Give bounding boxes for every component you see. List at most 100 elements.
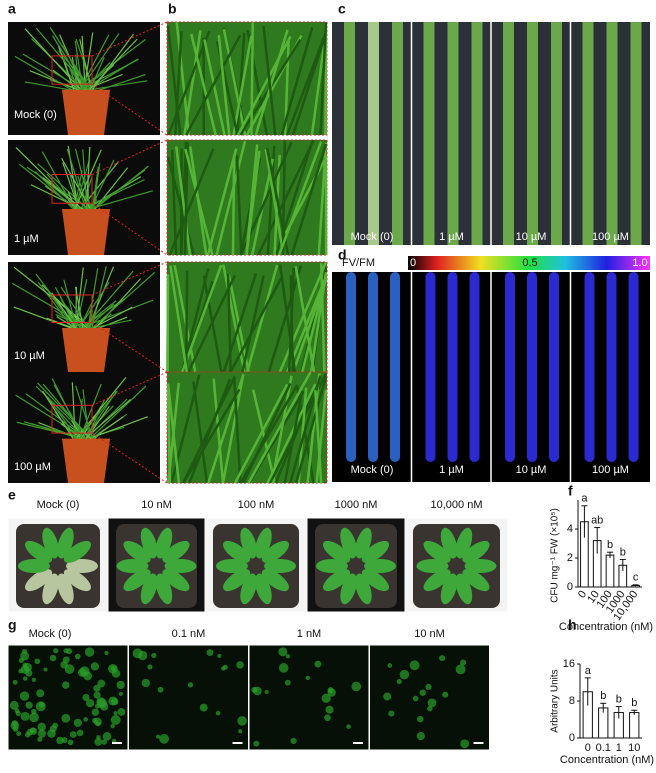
zoom-line bbox=[91, 261, 168, 296]
significance-letter: ab bbox=[591, 514, 603, 526]
pot bbox=[62, 89, 110, 135]
fluor-spot bbox=[285, 654, 291, 659]
rosette-leaf bbox=[361, 569, 389, 592]
fluor-spot bbox=[460, 659, 467, 666]
fluor-spot bbox=[73, 718, 82, 727]
rosette-leaf bbox=[155, 573, 173, 605]
zoom-box bbox=[51, 404, 93, 434]
leaf-blade bbox=[628, 272, 639, 462]
leaf-blade bbox=[368, 22, 379, 245]
rosette-leaf bbox=[63, 569, 91, 592]
rosette-leaf bbox=[261, 569, 289, 592]
leaf bbox=[182, 388, 241, 484]
rosette-leaf bbox=[323, 540, 351, 563]
fluor-spot bbox=[455, 664, 466, 675]
leaf bbox=[63, 279, 78, 331]
fluor-spot bbox=[86, 699, 95, 708]
leaf bbox=[184, 148, 214, 256]
leaf bbox=[226, 273, 232, 373]
fluor-spot bbox=[278, 663, 289, 673]
x-tick-label: 10 bbox=[628, 742, 640, 754]
significance-letter: b bbox=[631, 697, 637, 709]
condition-label: 100 nM bbox=[238, 499, 275, 511]
leaf bbox=[49, 27, 93, 93]
fluor-spot bbox=[93, 684, 101, 692]
leaf bbox=[168, 148, 215, 256]
fluor-spot bbox=[110, 723, 115, 729]
fluor-spot bbox=[95, 721, 101, 727]
zoom-line bbox=[91, 202, 168, 256]
leaf bbox=[183, 30, 202, 136]
colorbar-tick: 0 bbox=[410, 257, 416, 269]
leaf bbox=[181, 264, 223, 373]
rosette-leaf bbox=[140, 527, 158, 559]
leaf-blade bbox=[469, 272, 480, 462]
leaf bbox=[166, 383, 181, 484]
fluor-spot bbox=[325, 705, 334, 714]
leaf-blade bbox=[471, 22, 483, 245]
zoom-line bbox=[91, 139, 168, 175]
leaf bbox=[73, 170, 83, 212]
leaf bbox=[13, 306, 77, 331]
condition-label: Mock (0) bbox=[351, 231, 394, 243]
panel-label: c bbox=[338, 1, 346, 17]
rosette-leaf bbox=[123, 569, 151, 592]
fluor-spot bbox=[96, 735, 101, 740]
leaf bbox=[233, 383, 289, 484]
rosette-leaf bbox=[416, 559, 449, 573]
leaf bbox=[277, 141, 323, 256]
leaf bbox=[42, 177, 86, 212]
x-tick-label: 0 bbox=[585, 742, 591, 754]
fluor-spot bbox=[84, 647, 95, 657]
condition-label: Mock (0) bbox=[14, 109, 57, 121]
significance-letter: b bbox=[620, 546, 626, 558]
panel-label: e bbox=[8, 487, 16, 503]
leaf bbox=[166, 25, 182, 136]
rosette-leaf bbox=[57, 573, 74, 605]
fluor-spot bbox=[237, 716, 247, 726]
fluor-spot bbox=[37, 729, 47, 738]
fluor-spot bbox=[26, 728, 34, 736]
leaf bbox=[319, 263, 326, 373]
leaf-blade bbox=[390, 272, 400, 462]
panel-label: f bbox=[568, 483, 573, 499]
leaf bbox=[232, 35, 253, 136]
leaf bbox=[185, 34, 242, 136]
leaf-blade bbox=[505, 272, 515, 462]
fluor-spot bbox=[117, 708, 126, 716]
scale-bar bbox=[353, 742, 363, 744]
zoom-line bbox=[91, 322, 168, 373]
fluor-spot bbox=[96, 697, 106, 707]
fluor-spot bbox=[76, 729, 84, 737]
leaf bbox=[82, 389, 90, 441]
leaf bbox=[294, 266, 316, 373]
fluor-spot bbox=[399, 669, 410, 680]
fluor-spot bbox=[110, 665, 117, 672]
leaf bbox=[217, 35, 231, 136]
leaf-blade bbox=[368, 272, 378, 462]
leaf bbox=[229, 275, 284, 373]
colorbar-tick: 1.0 bbox=[632, 257, 647, 269]
leaf bbox=[203, 39, 226, 136]
x-tick-label: 0.1 bbox=[596, 742, 611, 754]
leaf bbox=[174, 31, 183, 136]
leaf bbox=[89, 271, 156, 331]
fluor-spot bbox=[147, 664, 153, 670]
rosette-leaf bbox=[164, 559, 197, 573]
leaf bbox=[236, 35, 292, 136]
significance-letter: b bbox=[607, 539, 613, 551]
fluor-spot bbox=[346, 724, 351, 729]
leaf bbox=[79, 73, 123, 93]
leaf bbox=[262, 25, 277, 136]
y-tick-label: 0 bbox=[569, 732, 575, 744]
fluor-spot bbox=[321, 693, 331, 703]
leaf bbox=[63, 58, 75, 93]
fluor-spot bbox=[29, 712, 39, 723]
fluor-spot bbox=[90, 662, 100, 671]
significance-letter: a bbox=[585, 665, 592, 677]
leaf bbox=[280, 27, 314, 136]
rosette-leaf bbox=[66, 559, 98, 573]
rosette-leaf bbox=[364, 559, 396, 573]
fluor-spot bbox=[91, 708, 100, 716]
confocal-photo bbox=[128, 644, 249, 751]
